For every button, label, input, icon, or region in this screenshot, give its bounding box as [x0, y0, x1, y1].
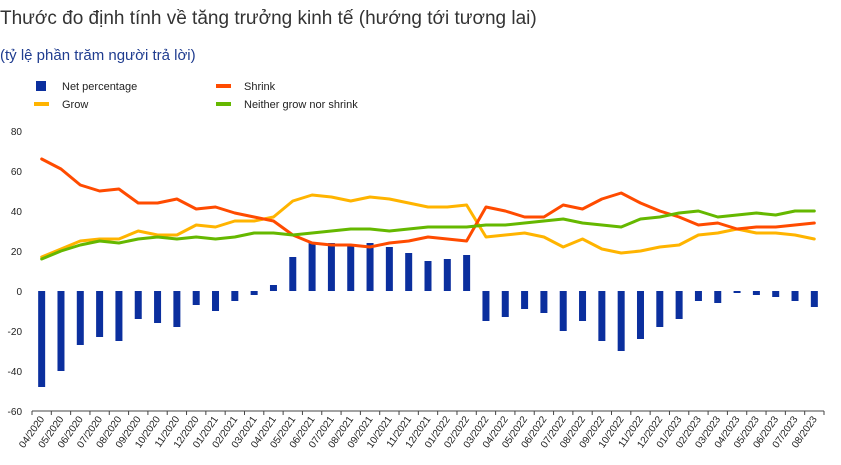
- bar: [694, 291, 702, 301]
- bar: [598, 291, 606, 341]
- bar: [636, 291, 644, 339]
- bar: [482, 291, 490, 321]
- bar: [617, 291, 625, 351]
- y-tick-label: 40: [11, 207, 23, 218]
- bar: [540, 291, 548, 313]
- x-axis: 04/202005/202006/202007/202008/202009/20…: [17, 410, 825, 450]
- bar: [57, 291, 65, 371]
- bar: [231, 291, 239, 301]
- bar: [559, 291, 567, 331]
- legend-swatch: [216, 84, 231, 88]
- bar: [656, 291, 664, 327]
- bar: [76, 291, 84, 345]
- bar: [173, 291, 181, 327]
- bar: [521, 291, 529, 309]
- bar: [424, 261, 432, 291]
- bar: [289, 257, 297, 291]
- bar: [501, 291, 509, 317]
- y-tick-label: -40: [8, 367, 23, 378]
- chart-subtitle: (tỷ lệ phần trăm người trả lời): [0, 47, 196, 64]
- bar: [96, 291, 104, 337]
- bar: [347, 245, 355, 291]
- legend-label: Neither grow nor shrink: [244, 99, 358, 111]
- bar: [250, 291, 258, 295]
- y-tick-label: -20: [8, 327, 23, 338]
- legend-swatch: [216, 102, 231, 106]
- bar: [579, 291, 587, 321]
- bar: [772, 291, 780, 297]
- bar: [443, 259, 451, 291]
- y-tick-label: -60: [8, 407, 23, 418]
- bar: [38, 291, 46, 387]
- bar: [115, 291, 123, 341]
- bar: [154, 291, 162, 323]
- series-line: [40, 209, 816, 261]
- chart-legend: Net percentage Grow Shrink Neither grow nor…: [34, 81, 358, 111]
- y-tick-label: 0: [16, 287, 22, 298]
- bar: [752, 291, 760, 295]
- series-line: [40, 193, 816, 259]
- bar: [212, 291, 220, 311]
- bar: [385, 247, 393, 291]
- bar: [791, 291, 799, 301]
- bar: [192, 291, 200, 305]
- bar: [327, 243, 335, 291]
- bar: [308, 243, 316, 291]
- legend-label: Net percentage: [62, 81, 137, 93]
- line-series: [40, 157, 816, 261]
- legend-swatch: [34, 102, 49, 106]
- bar: [366, 243, 374, 291]
- chart-title: Thước đo định tính về tăng trưởng kinh t…: [0, 8, 537, 29]
- legend-label: Shrink: [244, 81, 276, 93]
- y-tick-label: 60: [11, 167, 23, 178]
- legend-swatch: [36, 81, 46, 91]
- bar: [463, 255, 471, 291]
- bar: [269, 285, 277, 291]
- bar: [675, 291, 683, 319]
- bar: [134, 291, 142, 319]
- legend-label: Grow: [62, 99, 88, 111]
- bar: [405, 253, 413, 291]
- bar: [810, 291, 818, 307]
- y-axis: 80 60 40 20 0 -20 -40 -60: [8, 127, 23, 418]
- y-tick-label: 80: [11, 127, 23, 138]
- series-line: [40, 157, 816, 249]
- bar: [733, 291, 741, 293]
- y-tick-label: 20: [11, 247, 23, 258]
- bar-series: [38, 243, 818, 387]
- bar: [714, 291, 722, 303]
